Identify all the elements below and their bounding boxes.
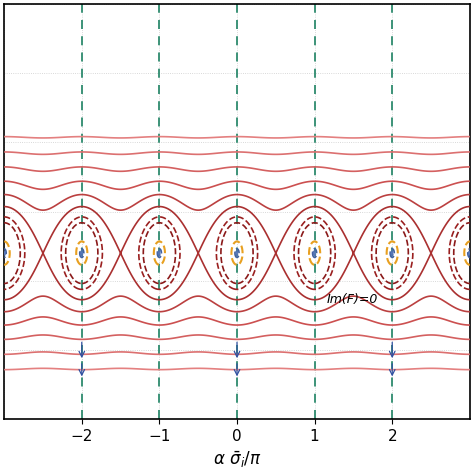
X-axis label: $\alpha\ \bar{\sigma}_i/\pi$: $\alpha\ \bar{\sigma}_i/\pi$ [213,449,261,470]
Text: Im(F)=0: Im(F)=0 [326,293,378,306]
